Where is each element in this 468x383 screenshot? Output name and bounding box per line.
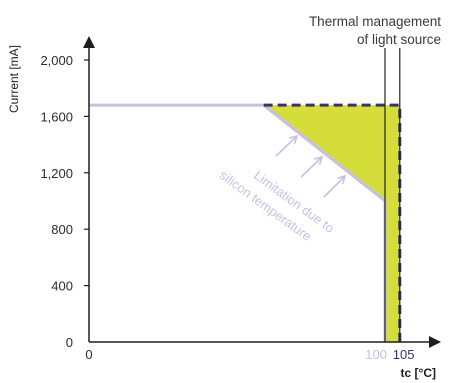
thermal-annotation-line1: Thermal management — [309, 14, 441, 29]
y-tick-label: 1,200 — [40, 166, 73, 181]
hint-arrows — [275, 134, 347, 198]
y-axis-title: Current [mA] — [7, 45, 21, 113]
y-tick-label: 800 — [51, 222, 73, 237]
hint-arrow-head — [289, 134, 299, 144]
hint-arrow — [275, 135, 298, 157]
x-tick-label: 100 — [365, 347, 387, 362]
hint-arrow-head — [314, 155, 324, 165]
x-tick-label: 105 — [393, 347, 415, 362]
fill-region-triangle — [263, 105, 400, 201]
thermal-annotation-line2: of light source — [357, 32, 441, 47]
labels: 0 400 800 1,200 1,600 2,000 0 100 105 — [40, 53, 414, 362]
y-tick-label: 400 — [51, 279, 73, 294]
axes — [83, 36, 441, 348]
hint-arrow-head — [337, 174, 347, 184]
hint-arrow — [323, 175, 346, 198]
x-tick-label: 0 — [85, 347, 92, 362]
y-tick-label: 0 — [66, 335, 73, 350]
hint-arrow — [300, 156, 323, 178]
limit-lines — [89, 48, 402, 342]
silicon-annotation: Limitation due to silicon temperature — [217, 167, 337, 244]
x-axis-title: tc [°C] — [401, 366, 436, 380]
fill-region-strip — [385, 201, 400, 342]
y-tick-label: 2,000 — [40, 53, 73, 68]
y-tick-label: 1,600 — [40, 109, 73, 124]
fill-areas — [263, 105, 400, 342]
